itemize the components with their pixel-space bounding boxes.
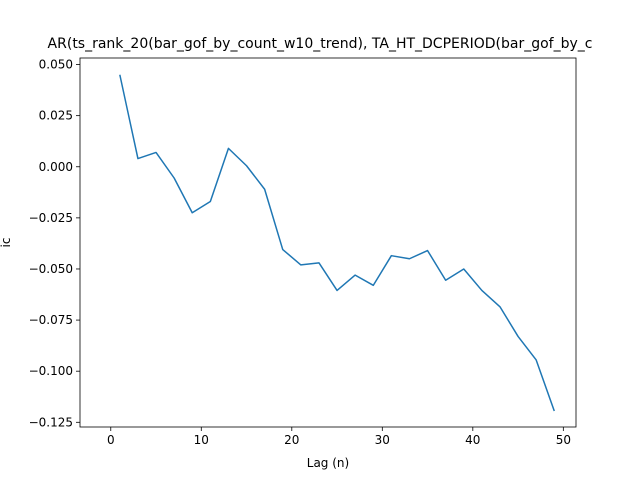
y-tick-label: 0.025 [39, 109, 73, 123]
x-tick-label: 10 [194, 433, 209, 447]
x-axis-ticks: 0 10 20 30 40 50 [107, 427, 571, 447]
y-axis-label: ic [0, 238, 13, 248]
x-tick-label: 0 [107, 433, 115, 447]
y-tick-label: −0.125 [29, 415, 73, 429]
chart-title: AR(ts_rank_20(bar_gof_by_count_w10_trend… [48, 36, 593, 52]
x-tick-label: 20 [284, 433, 299, 447]
y-tick-label: −0.100 [29, 364, 73, 378]
plot-frame [79, 57, 577, 428]
y-tick-label: −0.025 [29, 211, 73, 225]
y-tick-label: 0.000 [39, 160, 73, 174]
series-layer [119, 74, 555, 412]
x-axis-label: Lag (n) [307, 456, 349, 470]
x-tick-label: 50 [556, 433, 571, 447]
series-line-0 [119, 74, 555, 412]
y-axis-ticks: 0.050 0.025 0.000 −0.025 −0.050 −0.075 −0.100 −… [29, 58, 80, 429]
y-tick-label: −0.050 [29, 262, 73, 276]
y-tick-label: −0.075 [29, 313, 73, 327]
x-tick-label: 40 [465, 433, 480, 447]
y-tick-label: 0.050 [39, 58, 73, 72]
x-tick-label: 30 [375, 433, 390, 447]
